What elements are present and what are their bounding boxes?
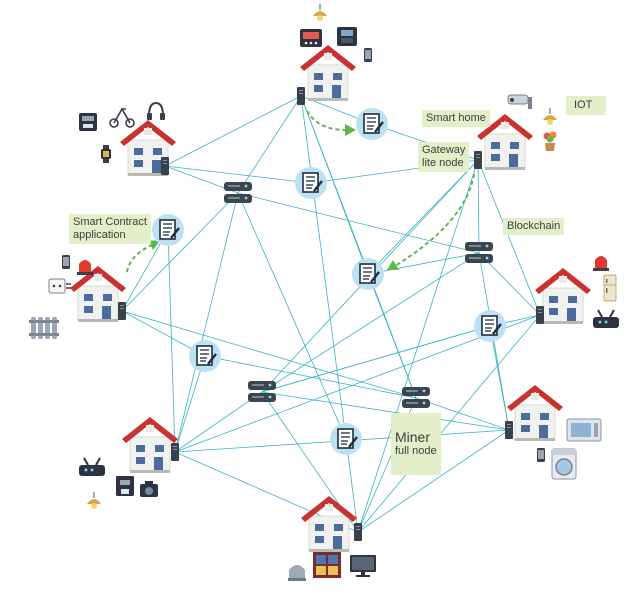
ceiling-lamp-icon [543, 108, 557, 125]
server-icon [118, 302, 126, 320]
label-miner: Miner full node [391, 413, 441, 475]
network-link [174, 355, 206, 453]
smart-contract-icon [187, 338, 223, 374]
network-link [164, 95, 302, 167]
smart-contract-icon [472, 308, 508, 344]
treadmill-icon [109, 107, 135, 128]
washing-machine-icon [551, 448, 577, 480]
network-link [174, 314, 541, 453]
arrowhead-icon [387, 260, 399, 270]
smart-contract-icon [350, 256, 386, 292]
network-link [204, 355, 417, 399]
dashed-arrow [306, 110, 347, 131]
house-icon [299, 44, 357, 102]
printer-icon [79, 113, 97, 131]
dashed-arrow [394, 173, 475, 267]
server-icon [536, 306, 544, 324]
house-icon [121, 416, 179, 474]
network-link [367, 252, 480, 275]
ceiling-lamp-icon [87, 492, 101, 509]
server-icon [354, 523, 362, 541]
smart-contract-icon [150, 212, 186, 248]
network-link [237, 192, 480, 254]
monitor-icon [350, 555, 376, 577]
network-link [489, 325, 510, 431]
network-link [478, 252, 541, 316]
dashed-arrows [126, 110, 475, 273]
network-link [121, 192, 239, 312]
plug-icon [48, 278, 71, 294]
label-smart-home: Smart home [422, 110, 490, 127]
scale-icon [337, 27, 357, 46]
smart-contract-icon [354, 106, 390, 142]
network-link [261, 391, 510, 431]
network-link [237, 192, 347, 440]
label-miner-title: Miner [395, 429, 431, 445]
server-icon [505, 421, 513, 439]
label-miner-sub: full node [395, 445, 437, 457]
network-link [261, 252, 480, 393]
alarm-light-icon [77, 260, 93, 275]
label-gateway: Gateway lite node [418, 142, 470, 172]
network-link [477, 159, 480, 254]
server-icon [171, 443, 179, 461]
network-link [415, 397, 510, 431]
server-icon [161, 157, 169, 175]
plant-icon [543, 131, 557, 151]
radiator-icon [29, 317, 59, 339]
ceiling-lamp-icon [313, 4, 327, 21]
network-link [367, 273, 417, 399]
alarm-light-icon [593, 256, 609, 271]
network-link [164, 165, 312, 184]
dashed-arrow [126, 244, 153, 273]
window-icon [313, 552, 341, 578]
network-link [357, 314, 541, 533]
arrowhead-icon [148, 240, 160, 250]
house-icon [300, 495, 358, 553]
coffee-machine-icon [288, 565, 306, 581]
microwave-icon [566, 418, 602, 442]
server-icon [474, 151, 482, 169]
camera-icon [140, 481, 158, 497]
network-link [357, 159, 479, 533]
headphones-icon [147, 101, 165, 120]
network-link [237, 95, 302, 194]
router-icon [593, 309, 619, 328]
router-icon [79, 457, 105, 476]
iot-devices [29, 4, 619, 581]
server-icon [297, 87, 305, 105]
label-blockchain: Blockchain [503, 218, 565, 235]
smartphone-icon [364, 48, 372, 62]
label-smart-contract: Smart Contract application [69, 214, 151, 244]
smart-contract-icon [293, 165, 329, 201]
security-camera-icon [507, 94, 532, 109]
network-link [367, 159, 479, 275]
fridge-icon [603, 274, 617, 302]
network-link [357, 429, 510, 533]
network-link [167, 229, 176, 453]
smartphone-icon [537, 448, 545, 462]
network-link [174, 192, 239, 453]
network-link [261, 325, 491, 393]
coffee-machine-icon [116, 476, 134, 496]
arrowhead-icon [345, 124, 356, 136]
house-icon [506, 384, 564, 442]
network-link [477, 159, 541, 316]
smartphone-icon [62, 255, 70, 269]
oven-icon [300, 29, 322, 47]
network-link [300, 95, 347, 440]
smartwatch-icon [101, 145, 111, 163]
network-link [174, 391, 263, 453]
smart-contract-icon [328, 421, 364, 457]
label-iot: IOT [566, 96, 607, 115]
